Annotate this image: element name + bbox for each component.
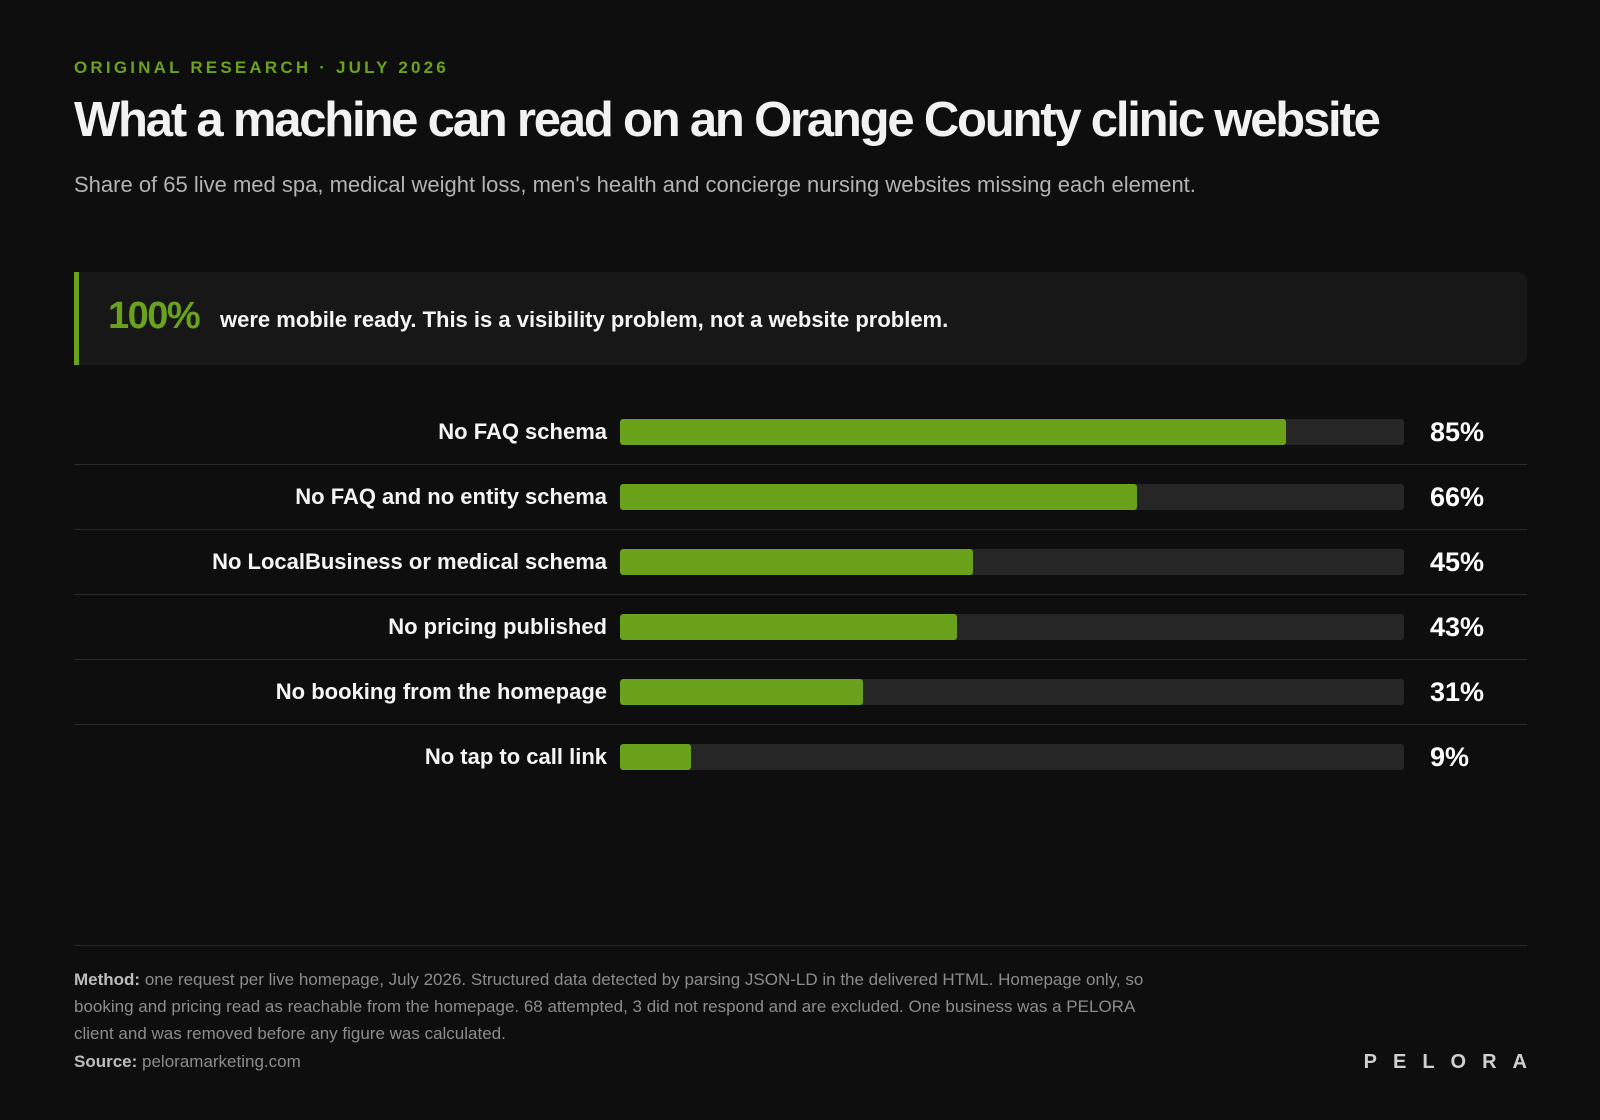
bar-track bbox=[620, 549, 1404, 575]
bar-row: No tap to call link 9% bbox=[74, 725, 1527, 790]
bar-track bbox=[620, 484, 1404, 510]
callout-text: were mobile ready. This is a visibility … bbox=[220, 307, 949, 332]
bar-value-label: 9% bbox=[1430, 742, 1470, 772]
bar-track bbox=[620, 744, 1404, 770]
method-label: Method: bbox=[74, 970, 141, 989]
bar-row: No FAQ and no entity schema 66% bbox=[74, 465, 1527, 530]
bar-track bbox=[620, 419, 1404, 445]
callout-box: 100% were mobile ready. This is a visibi… bbox=[74, 272, 1527, 365]
bar-value-label: 45% bbox=[1430, 547, 1485, 577]
bar bbox=[620, 549, 973, 575]
bar-row: No LocalBusiness or medical schema 45% bbox=[74, 530, 1527, 595]
bar-value-label: 31% bbox=[1430, 677, 1485, 707]
bar-label: No tap to call link bbox=[424, 744, 607, 769]
bar-label: No FAQ and no entity schema bbox=[295, 484, 607, 509]
chart-title: What a machine can read on an Orange Cou… bbox=[74, 93, 1381, 147]
method-text: one request per live homepage, July 2026… bbox=[74, 970, 1144, 1043]
bar-value-label: 43% bbox=[1430, 612, 1485, 642]
bar-label: No booking from the homepage bbox=[275, 679, 607, 704]
bar bbox=[620, 679, 864, 705]
bar-label: No FAQ schema bbox=[438, 419, 607, 444]
bar-track bbox=[620, 679, 1404, 705]
bar-value-label: 85% bbox=[1430, 417, 1485, 447]
bar bbox=[620, 484, 1138, 510]
bar-label: No LocalBusiness or medical schema bbox=[212, 549, 607, 574]
page: ORIGINAL RESEARCH · JULY 2026 What a mac… bbox=[74, 0, 1527, 1120]
bar-chart: No FAQ schema 85% No FAQ and no entity sch… bbox=[74, 400, 1527, 790]
callout-stat: 100% bbox=[108, 295, 201, 337]
bar bbox=[620, 744, 691, 770]
bar-row: No pricing published 43% bbox=[74, 595, 1527, 660]
bar-row: No FAQ schema 85% bbox=[74, 400, 1527, 465]
bar-value-label: 66% bbox=[1430, 482, 1485, 512]
method-note: Method: one request per live homepage, J… bbox=[74, 966, 1154, 1047]
source-label: Source: bbox=[74, 1052, 138, 1071]
brand-logo: PELORA bbox=[1363, 1051, 1543, 1073]
bar bbox=[620, 419, 1287, 445]
bar bbox=[620, 614, 958, 640]
source-note: Source: peloramarketing.com bbox=[74, 1048, 301, 1075]
source-text: peloramarketing.com bbox=[137, 1052, 301, 1071]
footer-divider bbox=[74, 945, 1527, 946]
bar-label: No pricing published bbox=[388, 614, 607, 639]
bar-row: No booking from the homepage 31% bbox=[74, 660, 1527, 725]
kicker: ORIGINAL RESEARCH · JULY 2026 bbox=[74, 58, 449, 77]
bar-track bbox=[620, 614, 1404, 640]
chart-subtitle: Share of 65 live med spa, medical weight… bbox=[74, 172, 1196, 197]
